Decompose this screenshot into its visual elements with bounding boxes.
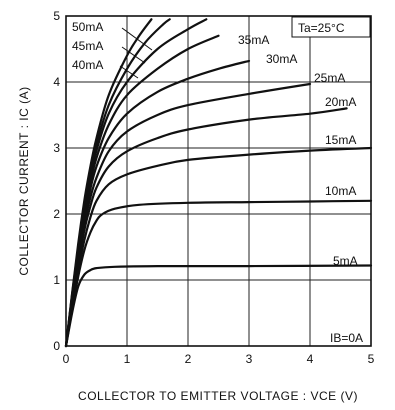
x-tick-label: 0 [63, 352, 70, 366]
leader-45ma [121, 46, 146, 64]
x-tick-label: 4 [307, 352, 314, 366]
curve-20ma [64, 107, 348, 348]
leader-50ma [121, 27, 153, 51]
x-tick-label: 5 [368, 352, 375, 366]
grid [66, 16, 371, 346]
x-tick-label: 2 [185, 352, 192, 366]
label-25ma: 25mA [314, 71, 345, 85]
label-5ma: 5mA [333, 254, 358, 268]
y-tick-label: 0 [53, 339, 60, 353]
label-45ma: 45mA [72, 39, 103, 53]
curve-10ma [64, 199, 373, 348]
label-30ma: 30mA [266, 52, 297, 66]
label-15ma: 15mA [325, 133, 356, 147]
y-tick-label: 4 [53, 75, 60, 89]
y-tick-label: 5 [53, 9, 60, 23]
curve-15ma [64, 146, 373, 348]
x-tick-label: 1 [124, 352, 131, 366]
y-tick-label: 2 [53, 207, 60, 221]
y-tick-label: 3 [53, 141, 60, 155]
leader-40ma [119, 65, 139, 79]
condition-box [291, 16, 371, 38]
label-ib-0a: IB=0A [330, 331, 363, 345]
condition-label: Ta=25°C [298, 21, 345, 35]
label-10ma: 10mA [325, 184, 356, 198]
x-tick-label: 3 [246, 352, 253, 366]
curves [64, 18, 373, 348]
label-50ma: 50mA [72, 20, 103, 34]
curve-labels: 50mA 45mA 40mA 35mA 30mA 25mA 20mA 15mA … [72, 20, 363, 345]
label-40ma: 40mA [72, 58, 103, 72]
y-axis-title: COLLECTOR CURRENT : IC (A) [17, 86, 31, 275]
curve-50ma [64, 18, 153, 348]
plot-frame [65, 15, 372, 347]
y-tick-label: 1 [53, 273, 60, 287]
tick-labels: 0 1 2 3 4 5 0 1 2 3 4 5 [53, 9, 374, 366]
label-20ma: 20mA [325, 95, 356, 109]
label-35ma: 35mA [238, 33, 269, 47]
curve-5ma [64, 264, 373, 348]
x-axis-title: COLLECTOR TO EMITTER VOLTAGE : VCE (V) [78, 389, 358, 403]
